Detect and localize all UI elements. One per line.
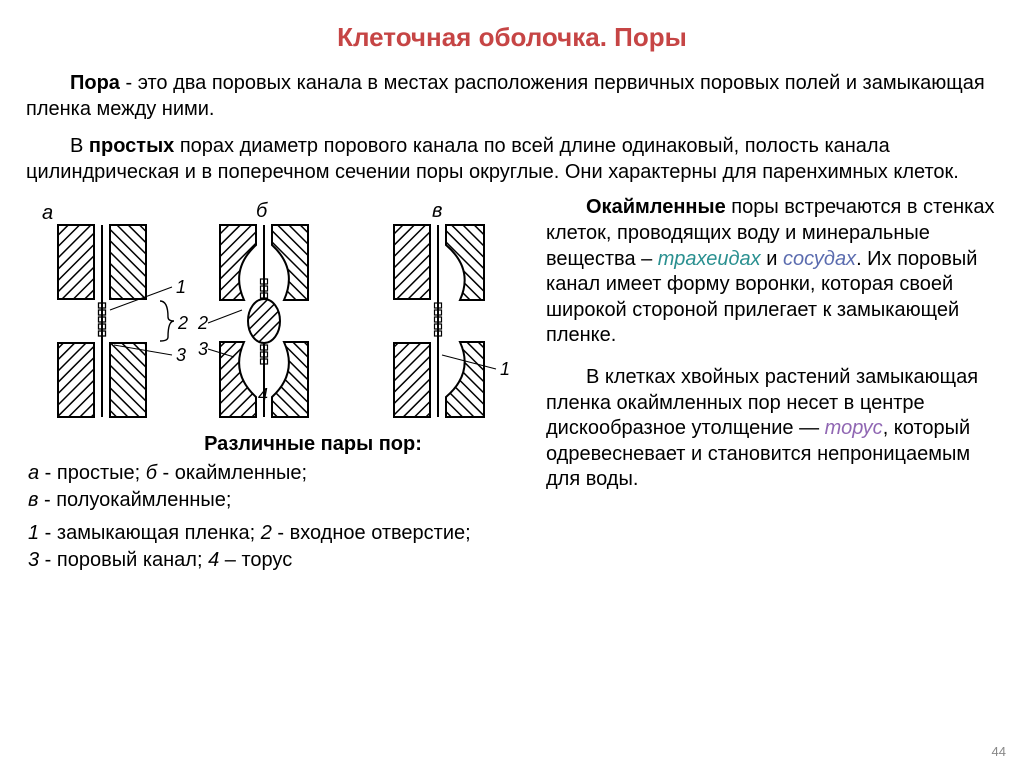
legend-n1: 1 [28, 522, 39, 544]
page-title: Клеточная оболочка. Поры [0, 0, 1024, 65]
term-pora: Пора [70, 72, 120, 94]
legend-title: Различные пары пор: [28, 431, 528, 458]
legend-n4: 4 [208, 549, 219, 571]
svg-text:2: 2 [177, 313, 188, 333]
legend: Различные пары пор: а - простые; б - ока… [18, 431, 528, 574]
paragraph-3: Окаймленные поры встречаются в стенках к… [546, 195, 1006, 349]
term-sosud: сосудах [783, 248, 856, 270]
legend-la: - простые; [39, 462, 146, 484]
para2-lead: В [70, 135, 89, 157]
legend-d3: - поровый канал; [39, 549, 208, 571]
r1and: и [761, 248, 783, 270]
legend-line-letters2: в - полуокаймленные; [28, 487, 528, 514]
pore-diagram: а [18, 195, 524, 431]
term-okaiml: Окаймленные [586, 196, 726, 218]
svg-text:1: 1 [176, 277, 186, 297]
right-column: Окаймленные поры встречаются в стенках к… [546, 195, 1006, 574]
label-v: в [432, 200, 442, 222]
para1-text: - это два поровых канала в местах распол… [26, 72, 985, 120]
svg-text:3: 3 [198, 339, 208, 359]
fig-b: б 2 3 4 [197, 200, 308, 417]
left-column: а [18, 195, 528, 574]
term-prostyh: простых [89, 135, 174, 157]
paragraph-4: В клетках хвойных растений замыкающая пл… [546, 365, 1006, 493]
legend-d4: – торус [219, 549, 292, 571]
legend-d1: - замыкающая пленка; [39, 522, 261, 544]
svg-text:3: 3 [176, 345, 186, 365]
legend-line-nums: 1 - замыкающая пленка; 2 - входное отвер… [28, 520, 528, 574]
legend-lb: - окаймленные; [157, 462, 307, 484]
legend-n3: 3 [28, 549, 39, 571]
legend-n2: 2 [261, 522, 272, 544]
label-b: б [256, 200, 268, 222]
term-tracheid: трахеидах [658, 248, 761, 270]
legend-v: в [28, 489, 38, 511]
fig-v: в 1 [394, 200, 510, 417]
term-torus: торус [825, 417, 883, 439]
page-number: 44 [992, 744, 1006, 759]
legend-b: б [146, 462, 157, 484]
legend-lv: - полуокаймленные; [38, 489, 231, 511]
paragraph-1: Пора - это два поровых канала в местах р… [0, 65, 1024, 128]
svg-text:2: 2 [197, 313, 208, 333]
paragraph-2: В простых порах диаметр порового канала … [0, 128, 1024, 191]
label-a: а [42, 202, 53, 224]
svg-text:1: 1 [500, 359, 510, 379]
legend-d2: - входное отверстие; [272, 522, 471, 544]
fig-a: а [42, 202, 146, 417]
legend-a: а [28, 462, 39, 484]
legend-line-letters1: а - простые; б - окаймленные; [28, 460, 528, 487]
svg-text:4: 4 [258, 385, 268, 405]
